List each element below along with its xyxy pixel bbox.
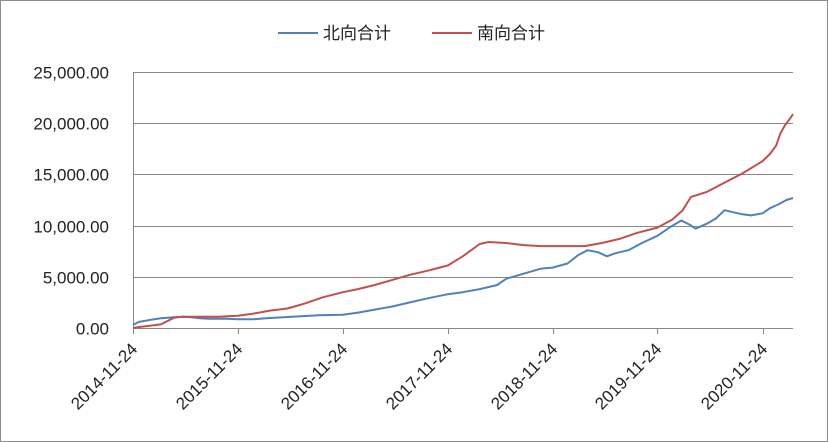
x-tick-labels: 2014-11-24 2015-11-24 2016-11-24 2017-11-24… — [67, 339, 771, 413]
legend: 北向合计 南向合计 — [278, 24, 545, 44]
legend-label: 北向合计 — [323, 24, 391, 44]
y-tick-label: 0.00 — [76, 320, 109, 339]
axes — [133, 72, 793, 334]
y-tick-label: 25,000.00 — [33, 64, 109, 83]
x-tick-label: 2017-11-24 — [382, 339, 456, 413]
x-tick-label: 2018-11-24 — [487, 339, 561, 413]
x-tick-label: 2020-11-24 — [697, 339, 771, 413]
x-tick-label: 2015-11-24 — [172, 339, 246, 413]
series-lines — [132, 113, 794, 329]
y-tick-label: 5,000.00 — [43, 269, 109, 288]
series-line-1 — [132, 113, 794, 329]
y-tick-label: 15,000.00 — [33, 166, 109, 185]
x-tick-label: 2019-11-24 — [591, 339, 665, 413]
y-tick-labels: 0.00 5,000.00 10,000.00 15,000.00 20,000.00 2… — [33, 64, 109, 339]
y-tick-label: 20,000.00 — [33, 115, 109, 134]
series-line-0 — [132, 197, 794, 326]
x-tick-label: 2014-11-24 — [67, 339, 141, 413]
legend-label: 南向合计 — [477, 24, 545, 44]
gridlines — [133, 72, 793, 278]
x-tick-label: 2016-11-24 — [277, 339, 351, 413]
y-tick-label: 10,000.00 — [33, 218, 109, 237]
